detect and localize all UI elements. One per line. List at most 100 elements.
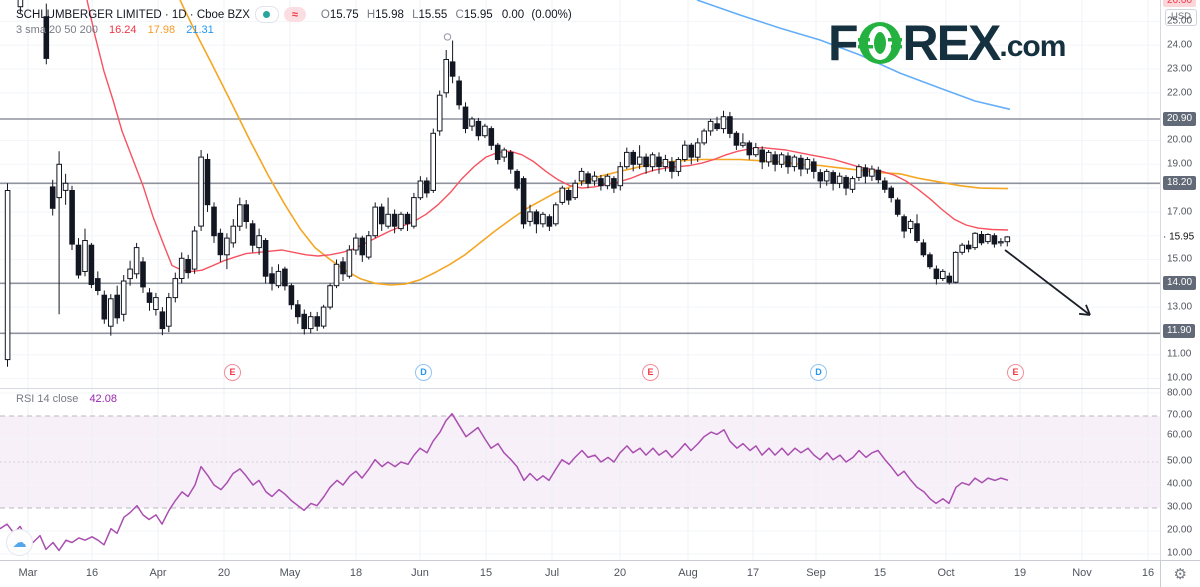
candle-body[interactable] [682,144,688,160]
candle-body[interactable] [830,172,837,184]
candle-body[interactable] [759,149,766,163]
candle-body[interactable] [224,237,230,256]
candle-body[interactable] [501,149,507,158]
sma-indicator-legend[interactable]: 3 sma 20 50 200 16.24 17.98 21.31 [16,24,214,36]
earnings-event-badge[interactable]: E [1007,364,1024,381]
candle-body[interactable] [565,190,572,201]
dividend-event-badge[interactable]: D [415,364,432,381]
dividend-event-badge[interactable]: D [810,364,827,381]
candle-body[interactable] [591,175,598,182]
candle-body[interactable] [798,157,804,170]
candle-body[interactable] [43,16,50,59]
candle-body[interactable] [978,234,985,244]
candle-body[interactable] [488,128,495,146]
candle-body[interactable] [991,235,998,245]
candle-body[interactable] [952,251,959,283]
candle-body[interactable] [585,173,591,184]
candle-body[interactable] [191,230,198,270]
sma200-line[interactable] [696,0,1011,111]
candle-body[interactable] [417,180,424,199]
candle-body[interactable] [346,249,353,277]
candle-body[interactable] [88,244,95,285]
candle-body[interactable] [862,167,869,177]
candle-body[interactable] [733,132,740,146]
candle-body[interactable] [856,166,862,178]
trend-arrow[interactable] [1004,249,1091,316]
candle-body[interactable] [804,159,811,170]
candle-body[interactable] [643,156,649,168]
candle-body[interactable] [965,244,972,250]
candle-body[interactable] [424,180,430,194]
candle-body[interactable] [211,206,217,237]
rsi-line[interactable] [0,412,1009,552]
candle-body[interactable] [914,223,920,242]
candle-body[interactable] [75,244,82,276]
symbol-title[interactable]: SCHLUMBERGER LIMITED · 1D · Cboe BZX [16,8,250,21]
candle-body[interactable] [533,211,540,225]
candle-body[interactable] [933,268,940,280]
candle-body[interactable] [475,120,482,137]
candle-body[interactable] [778,154,785,165]
candle-body[interactable] [920,242,927,256]
candle-body[interactable] [114,294,121,319]
candle-body[interactable] [243,204,249,223]
candle-body[interactable] [540,213,546,225]
cloud-icon[interactable]: ☁ [6,529,33,556]
candle-body[interactable] [120,280,127,315]
candle-body[interactable] [4,190,11,361]
candle-body[interactable] [385,213,391,227]
candle-body[interactable] [765,151,772,163]
market-closed-pill[interactable]: ≈ [283,7,306,22]
candle-body[interactable] [404,213,411,225]
candle-body[interactable] [598,178,604,187]
candle-body[interactable] [178,257,185,279]
candle-body[interactable] [946,275,953,283]
candle-body[interactable] [553,204,559,225]
candle-body[interactable] [636,156,643,165]
candle-body[interactable] [378,206,385,225]
candle-body[interactable] [662,159,669,168]
candle-body[interactable] [714,123,720,130]
rsi-indicator-pane[interactable]: RSI 14 close 42.08 ☁ [0,388,1160,561]
candle-body[interactable] [882,180,888,190]
candle-body[interactable] [843,176,849,189]
candle-body[interactable] [230,225,237,244]
candle-body[interactable] [604,175,611,187]
candle-body[interactable] [133,247,140,275]
candle-body[interactable] [411,197,417,227]
candle-body[interactable] [249,223,256,246]
candle-body[interactable] [869,168,875,177]
candle-body[interactable] [669,161,675,172]
candle-body[interactable] [159,311,166,330]
sma50-line[interactable] [179,0,1009,286]
candle-body[interactable] [753,147,759,156]
candle-body[interactable] [353,237,359,251]
candle-body[interactable] [443,59,449,94]
candle-body[interactable] [333,263,340,287]
candle-body[interactable] [204,159,211,206]
candle-body[interactable] [256,235,262,249]
candle-body[interactable] [269,273,275,284]
candle-body[interactable] [849,178,856,190]
gear-icon[interactable]: ⚙ [1173,566,1187,583]
earnings-event-badge[interactable]: E [224,364,241,381]
candle-body[interactable] [262,240,269,277]
candle-body[interactable] [1004,236,1011,243]
candle-body[interactable] [707,120,714,132]
candle-body[interactable] [172,278,179,299]
candle-body[interactable] [372,206,378,237]
candle-body[interactable] [359,237,366,256]
time-axis[interactable]: ⚙ Mar 16 Apr 20 May 18 Jun 15 Jul 20 Aug 17 Sep 15 Oct… [0,560,1200,587]
candle-body[interactable] [185,259,191,274]
candle-body[interactable] [140,261,146,288]
candle-body[interactable] [49,186,56,209]
candle-body[interactable] [611,178,617,189]
candle-body[interactable] [275,270,282,287]
candle-body[interactable] [927,254,933,268]
candle-body[interactable] [69,190,75,245]
candle-body[interactable] [288,285,295,306]
candle-body[interactable] [320,306,327,327]
candle-body[interactable] [494,144,501,160]
candle-body[interactable] [398,213,404,230]
candle-body[interactable] [520,178,527,225]
